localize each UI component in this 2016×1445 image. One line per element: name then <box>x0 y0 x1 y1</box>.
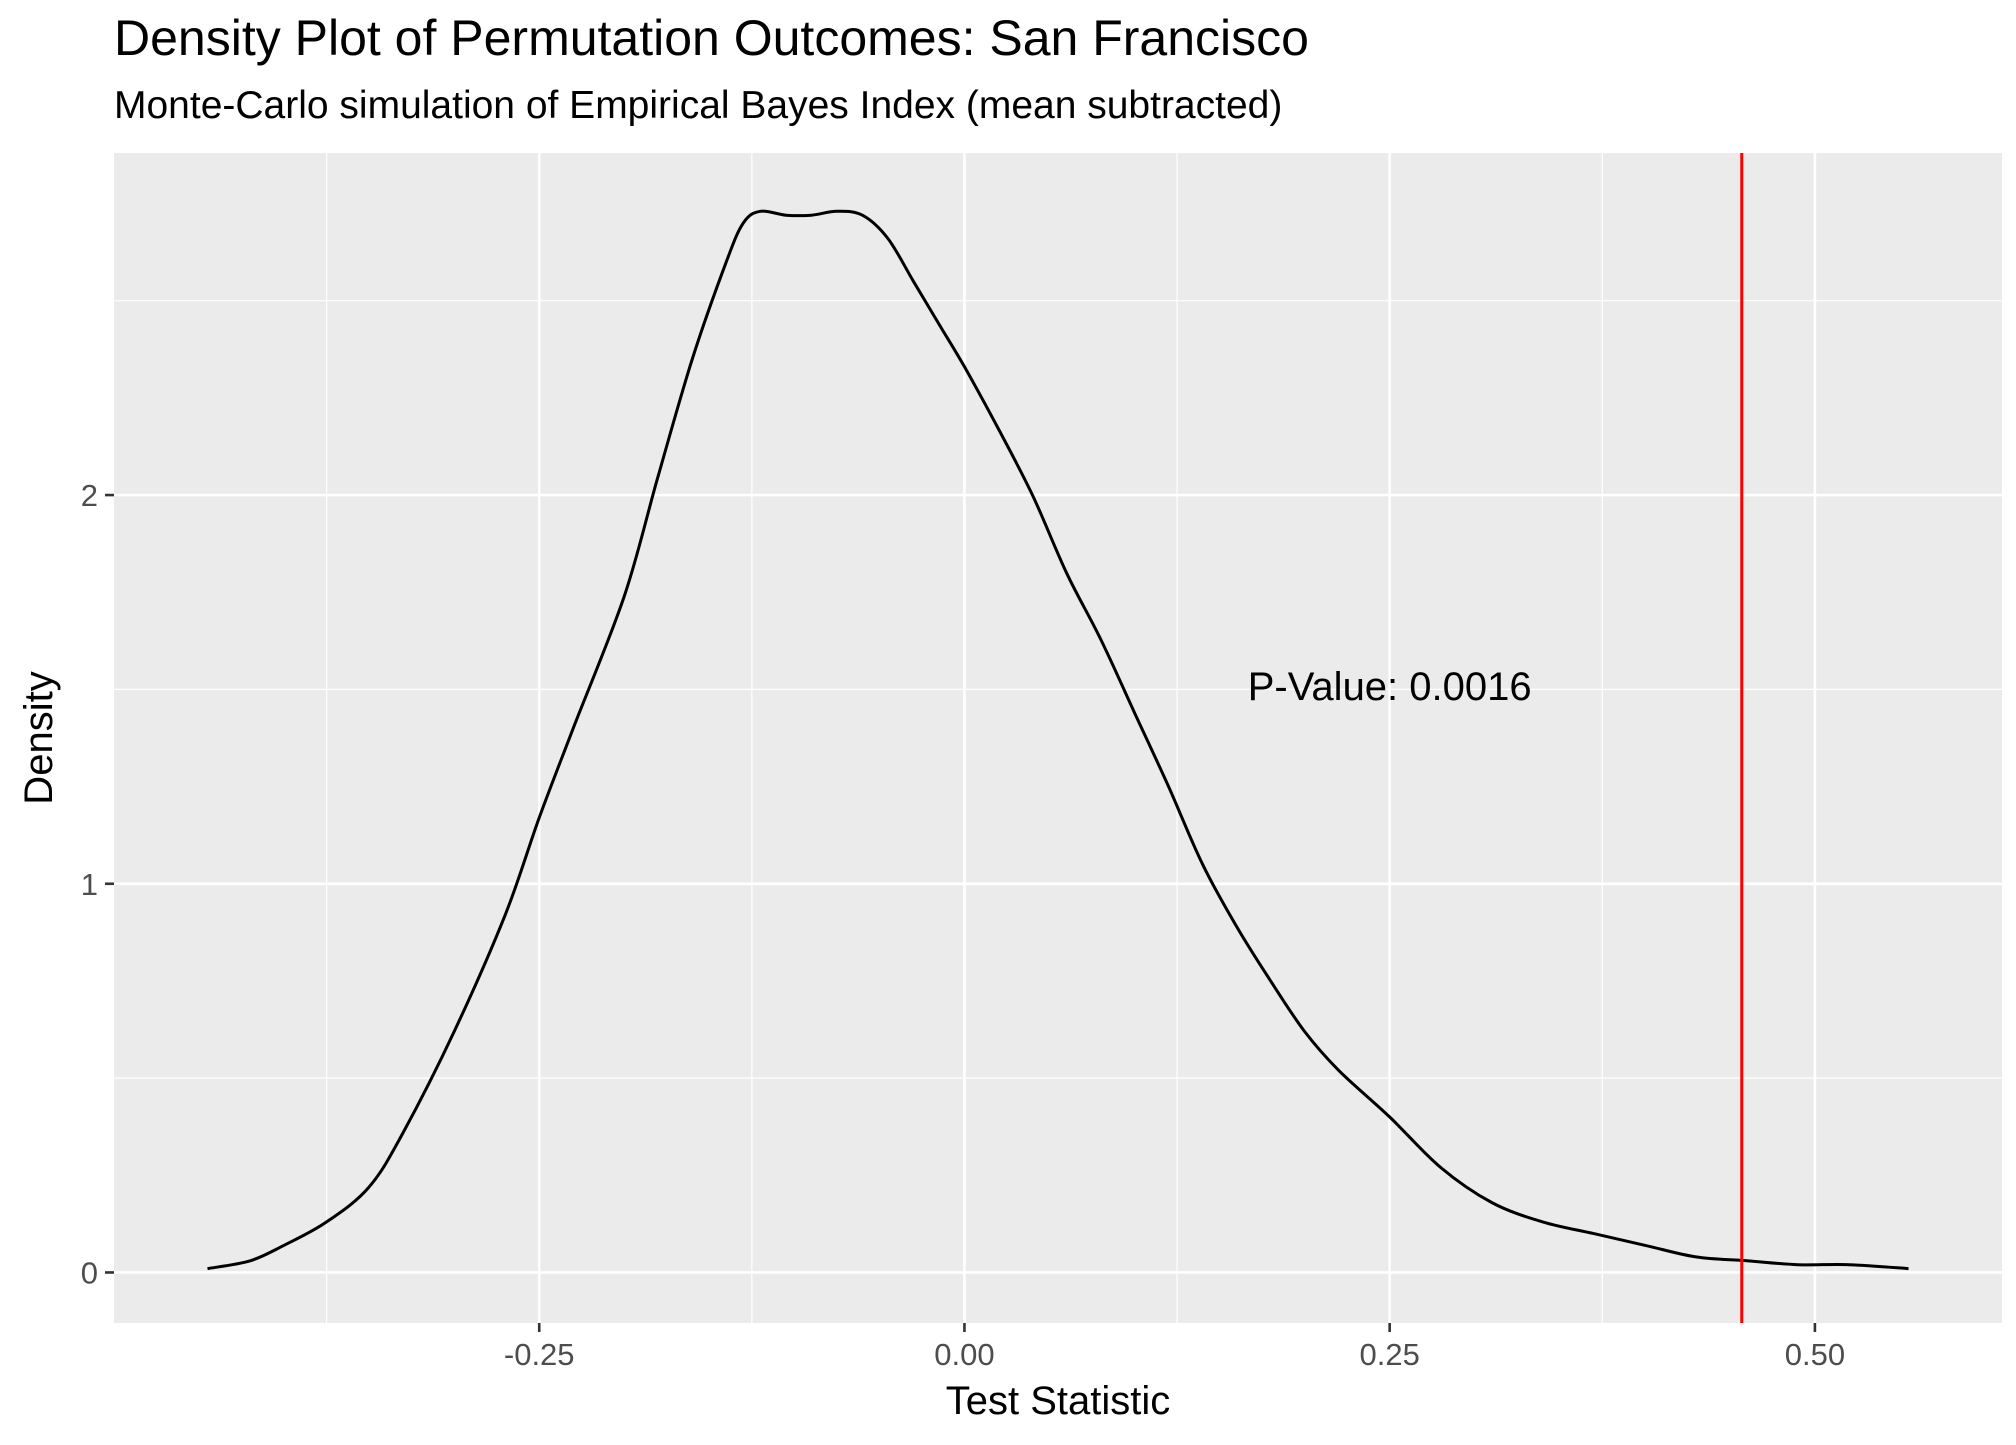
x-tick-label: 0.25 <box>1360 1337 1420 1372</box>
density-curve-line <box>207 209 1909 1271</box>
chart-subtitle: Monte-Carlo simulation of Empirical Baye… <box>114 84 1282 127</box>
x-tick-label: -0.25 <box>504 1337 575 1372</box>
chart-title: Density Plot of Permutation Outcomes: Sa… <box>114 10 1309 66</box>
y-tick-label: 2 <box>81 478 98 513</box>
y-tick-label: 0 <box>81 1255 98 1290</box>
x-tick-label: 0.00 <box>934 1337 994 1372</box>
axis-tick-labels: -0.25 0.00 0.25 0.50 0 1 2 <box>81 478 1845 1372</box>
major-grid <box>114 153 2002 1323</box>
y-tick-label: 1 <box>81 867 98 902</box>
x-tick-label: 0.50 <box>1785 1337 1845 1372</box>
p-value-annotation: P-Value: 0.0016 <box>1248 665 1532 709</box>
x-axis-label: Test Statistic <box>946 1379 1171 1423</box>
minor-grid <box>114 153 2002 1323</box>
plot-panel <box>114 153 2002 1323</box>
axis-ticks <box>105 493 1817 1332</box>
y-axis-label: Density <box>17 671 61 804</box>
